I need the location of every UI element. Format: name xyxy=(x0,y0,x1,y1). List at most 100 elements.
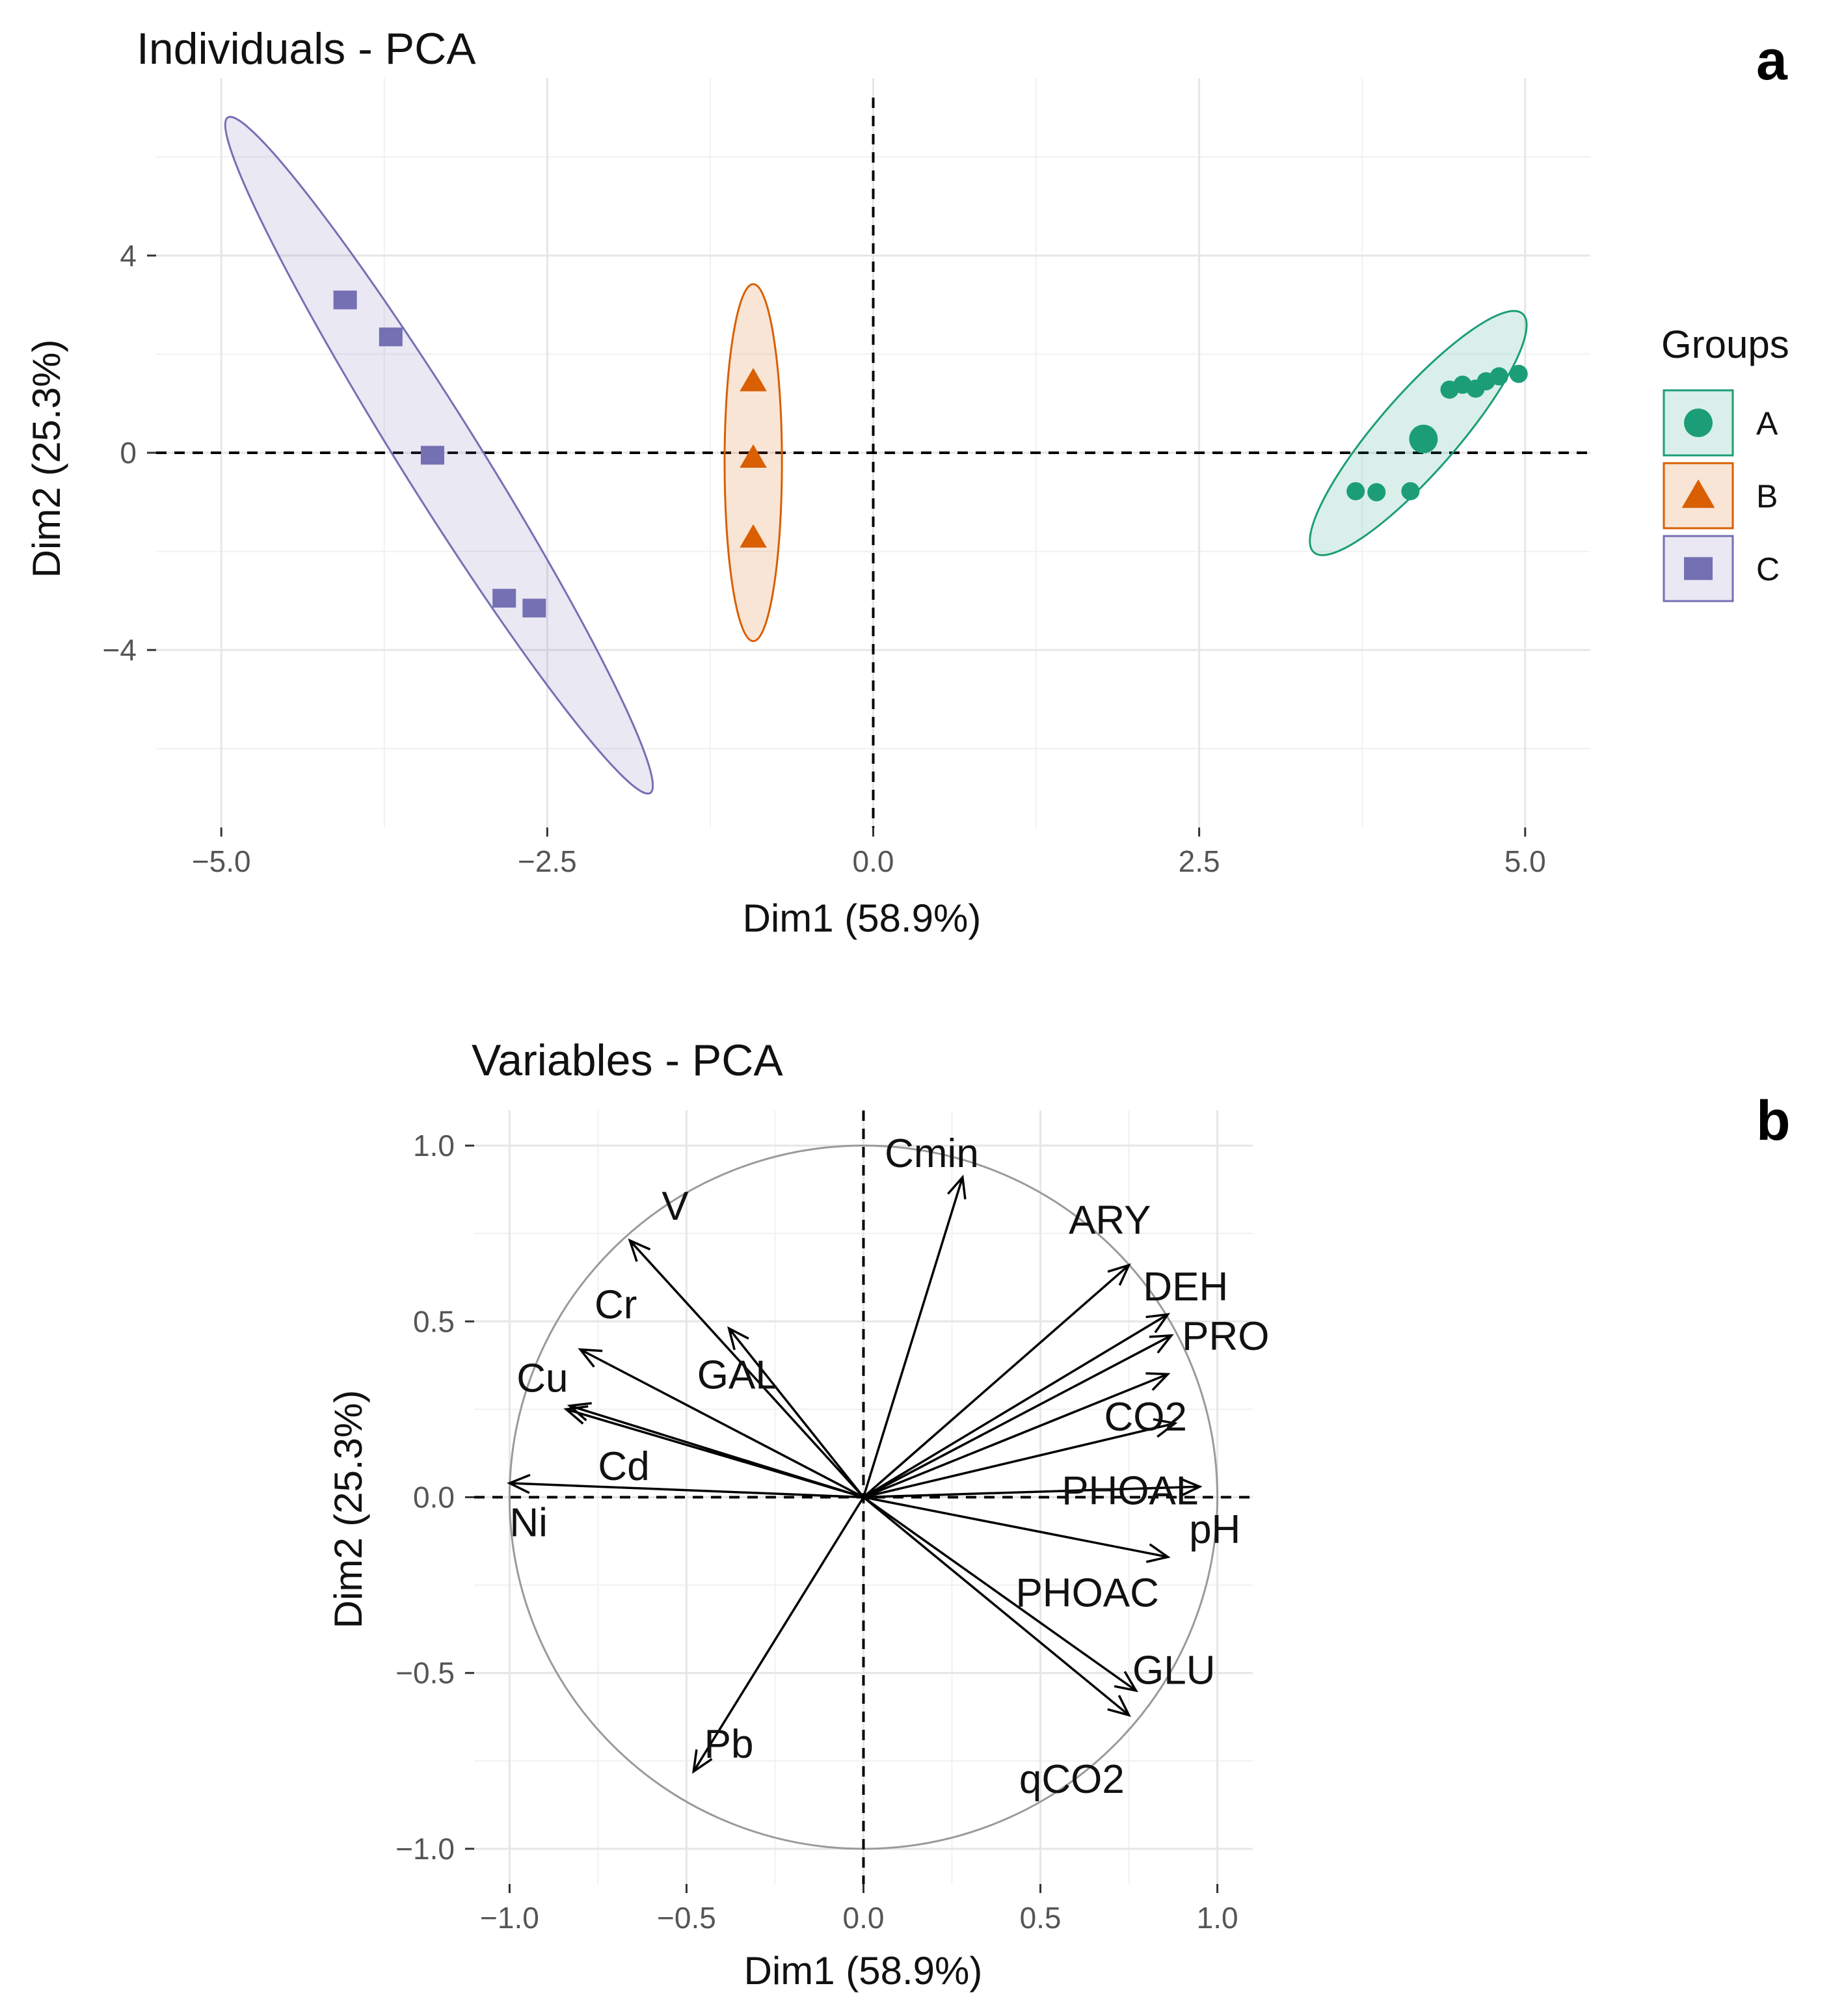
arrow-deh xyxy=(862,1313,1171,1499)
arrow-head-ary xyxy=(1107,1263,1131,1286)
x-tick-label: 0.5 xyxy=(1020,1901,1062,1935)
arrow-head-pro xyxy=(1149,1334,1174,1354)
x-tick-label: −5.0 xyxy=(192,844,251,878)
arrow-ary xyxy=(862,1263,1131,1498)
arrow-shaft-glu xyxy=(862,1496,1137,1692)
x-tick-label: 5.0 xyxy=(1504,844,1546,878)
arrow-shaft-cd xyxy=(569,1404,864,1499)
legend-label-b: B xyxy=(1756,478,1778,515)
arrow-pro xyxy=(862,1334,1174,1499)
arrow-phoal xyxy=(863,1418,1178,1499)
arrow-head-deh xyxy=(1145,1313,1171,1334)
variable-label-v: V xyxy=(662,1184,689,1229)
point-group-a xyxy=(1509,364,1528,383)
y-tick-label: −0.5 xyxy=(395,1656,455,1690)
point-group-c xyxy=(522,598,546,618)
arrow-co2 xyxy=(862,1372,1171,1499)
y-tick-label: 0.0 xyxy=(413,1481,455,1514)
panel-a-y-ticks: 4 0 −4 xyxy=(103,239,156,667)
arrow-gal xyxy=(727,1326,864,1498)
arrow-head-cd xyxy=(567,1402,592,1421)
x-tick-label: −2.5 xyxy=(518,844,577,878)
arrow-shaft-pro xyxy=(862,1334,1172,1499)
panel-b-x-axis-title: Dim1 (58.9%) xyxy=(744,1949,983,1993)
arrow-qco2 xyxy=(862,1496,1131,1717)
y-tick-label: −1.0 xyxy=(395,1832,455,1866)
x-tick-label: 1.0 xyxy=(1197,1901,1238,1935)
arrow-shaft-cr xyxy=(580,1348,864,1499)
legend: Groups ABC xyxy=(1661,323,1789,602)
arrow-shaft-gal xyxy=(728,1327,864,1498)
arrow-head-qco2 xyxy=(1107,1695,1131,1717)
arrow-head-pb xyxy=(692,1749,713,1774)
arrow-cr xyxy=(578,1348,864,1499)
arrow-head-phoal xyxy=(1153,1418,1178,1438)
point-group-b xyxy=(740,444,767,468)
variable-label-ni: Ni xyxy=(509,1500,548,1545)
arrow-shaft-cmin xyxy=(862,1177,964,1498)
arrow-phoac xyxy=(863,1496,1171,1563)
arrow-head-cmin xyxy=(947,1174,967,1200)
arrow-ph xyxy=(863,1477,1203,1499)
legend-marker-c xyxy=(1684,557,1713,580)
arrow-head-co2 xyxy=(1145,1372,1171,1391)
arrow-v xyxy=(628,1238,864,1498)
variable-label-cmin: Cmin xyxy=(885,1131,979,1176)
point-group-b xyxy=(740,368,767,392)
variable-label-co2: CO2 xyxy=(1104,1395,1186,1440)
legend-label-c: C xyxy=(1756,551,1780,587)
arrow-shaft-deh xyxy=(862,1313,1169,1499)
x-tick-label: −1.0 xyxy=(480,1901,539,1935)
y-tick-label: 0.5 xyxy=(413,1304,455,1338)
arrow-shaft-ph xyxy=(863,1485,1200,1499)
point-group-a xyxy=(1409,424,1438,453)
legend-title: Groups xyxy=(1661,323,1789,366)
point-group-c xyxy=(420,446,444,465)
legend-marker-a xyxy=(1684,409,1713,437)
arrow-head-v xyxy=(628,1238,651,1262)
x-tick-label: 0.0 xyxy=(843,1901,885,1935)
arrow-head-ni xyxy=(507,1473,531,1494)
panel-a-x-axis-title: Dim1 (58.9%) xyxy=(743,896,982,940)
variable-label-ph: pH xyxy=(1189,1507,1240,1552)
arrow-head-cu xyxy=(563,1405,589,1425)
arrow-head-gal xyxy=(727,1326,749,1351)
panel-b-x-ticks: −1.0 −0.5 0.0 0.5 1.0 xyxy=(480,1884,1238,1935)
variable-label-pb: Pb xyxy=(704,1722,754,1767)
variable-label-cr: Cr xyxy=(595,1282,637,1327)
arrow-shaft-ni xyxy=(509,1482,864,1499)
panel-b-y-axis-title: Dim2 (25.3%) xyxy=(327,1390,370,1629)
panel-a-title: Individuals - PCA xyxy=(137,24,476,74)
panel-b-variable-arrows xyxy=(507,1174,1203,1774)
variable-label-deh: DEH xyxy=(1143,1265,1228,1310)
y-tick-label: 4 xyxy=(120,239,137,273)
arrow-head-cr xyxy=(578,1348,603,1368)
variable-label-cd: Cd xyxy=(598,1444,649,1489)
variable-label-phoac: PHOAC xyxy=(1015,1570,1158,1615)
panel-a-individuals-pca: Individuals - PCA a −5.0 −2.5 0.0 2.5 5.0 4 0… xyxy=(25,24,1789,940)
variable-label-glu: GLU xyxy=(1132,1648,1215,1693)
y-tick-label: 0 xyxy=(120,436,137,470)
legend-marker-b xyxy=(1681,479,1715,508)
point-group-c xyxy=(379,327,403,347)
point-group-a xyxy=(1367,483,1386,502)
point-group-a xyxy=(1490,367,1508,386)
arrow-shaft-v xyxy=(629,1239,864,1498)
panel-a-y-axis-title: Dim2 (25.3%) xyxy=(25,340,68,578)
variable-label-qco2: qCO2 xyxy=(1019,1757,1125,1802)
panel-letter-b: b xyxy=(1756,1090,1791,1152)
point-group-b xyxy=(740,524,767,548)
arrow-shaft-pb xyxy=(692,1496,864,1772)
point-group-c xyxy=(492,589,516,608)
y-tick-label: −4 xyxy=(103,633,137,667)
panel-letter-a: a xyxy=(1756,29,1788,92)
arrow-cmin xyxy=(862,1174,967,1498)
variable-label-phoal: PHOAL xyxy=(1062,1469,1198,1514)
panel-a-points xyxy=(333,290,1528,618)
arrow-shaft-phoac xyxy=(863,1496,1168,1559)
arrow-shaft-qco2 xyxy=(862,1496,1130,1716)
arrow-shaft-phoal xyxy=(863,1422,1175,1499)
arrow-pb xyxy=(692,1496,864,1774)
